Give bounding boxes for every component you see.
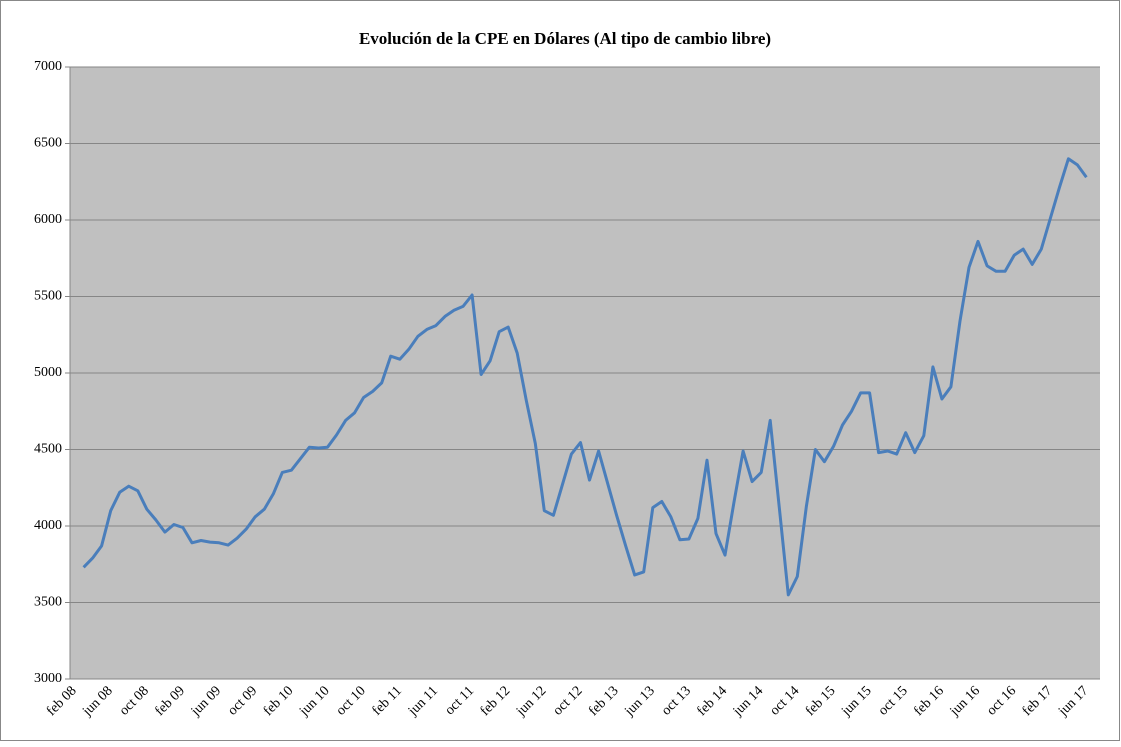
y-tick-label: 5000	[34, 365, 62, 380]
y-tick-label: 6500	[34, 136, 62, 151]
y-tick-label: 4500	[34, 442, 62, 457]
chart-title: Evolución de la CPE en Dólares (Al tipo …	[359, 29, 771, 48]
y-tick-label: 5500	[34, 289, 62, 304]
y-tick-label: 3000	[34, 671, 62, 686]
y-tick-label: 4000	[34, 518, 62, 533]
y-tick-label: 3500	[34, 595, 62, 610]
y-tick-label: 6000	[34, 212, 62, 227]
y-tick-label: 7000	[34, 59, 62, 74]
data-line	[82, 157, 1088, 597]
